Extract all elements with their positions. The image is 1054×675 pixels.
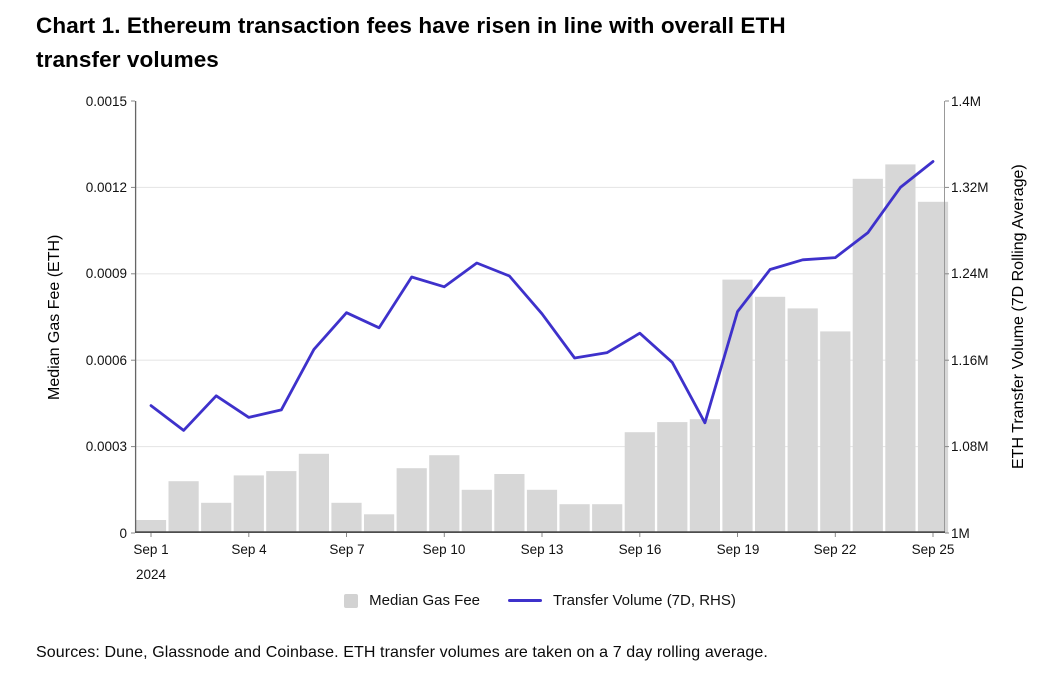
x-axis-tick-label: Sep 4	[231, 542, 267, 557]
x-axis-tick-label: Sep 25	[911, 542, 955, 557]
chart-title: Chart 1. Ethereum transaction fees have …	[36, 9, 996, 77]
right-axis-tick-label: 1M	[951, 526, 970, 541]
x-axis-tick-label: Sep 19	[716, 542, 760, 557]
x-axis-tick-label: Sep 7	[329, 542, 365, 557]
legend-line-label: Transfer Volume (7D, RHS)	[553, 592, 736, 609]
legend-item-median-gas-fee: Median Gas Fee	[344, 592, 480, 609]
line-swatch-icon	[508, 599, 543, 602]
right-axis-tick-label: 1.4M	[951, 94, 982, 109]
legend-item-transfer-volume: Transfer Volume (7D, RHS)	[508, 592, 736, 609]
x-axis-year-label: 2024	[135, 567, 167, 582]
left-axis-tick-label: 0.0012	[85, 180, 127, 195]
x-axis-tick-label: Sep 10	[422, 542, 466, 557]
left-axis-tick-label: 0	[119, 526, 127, 541]
right-axis-tick-label: 1.24M	[951, 266, 989, 281]
left-axis-title: Median Gas Fee (ETH)	[46, 234, 63, 400]
legend-bar-label: Median Gas Fee	[369, 592, 481, 609]
x-axis-tick-label: Sep 22	[813, 542, 857, 557]
plot-area	[131, 100, 949, 537]
left-axis-tick-label: 0.0015	[85, 94, 127, 109]
left-axis-tick-label: 0.0003	[85, 439, 127, 454]
x-axis-tick-label: Sep 13	[520, 542, 564, 557]
chart-legend: Median Gas Fee Transfer Volume (7D, RHS)	[135, 592, 945, 609]
x-axis-tick-label: Sep 16	[618, 542, 662, 557]
bar-swatch-icon	[344, 593, 359, 608]
right-axis-tick-label: 1.32M	[951, 180, 989, 195]
left-axis-tick-label: 0.0009	[85, 266, 127, 281]
left-axis-tick-label: 0.0006	[85, 353, 127, 368]
chart-title-line-2: transfer volumes	[36, 47, 219, 72]
sources-note: Sources: Dune, Glassnode and Coinbase. E…	[36, 644, 768, 661]
chart-title-line-1: Chart 1. Ethereum transaction fees have …	[36, 13, 786, 38]
right-axis-tick-label: 1.08M	[951, 439, 989, 454]
right-axis-tick-label: 1.16M	[951, 353, 989, 368]
x-axis-tick-label: Sep 1 2024	[106, 541, 196, 584]
right-axis-title: ETH Transfer Volume (7D Rolling Average)	[1010, 164, 1027, 470]
